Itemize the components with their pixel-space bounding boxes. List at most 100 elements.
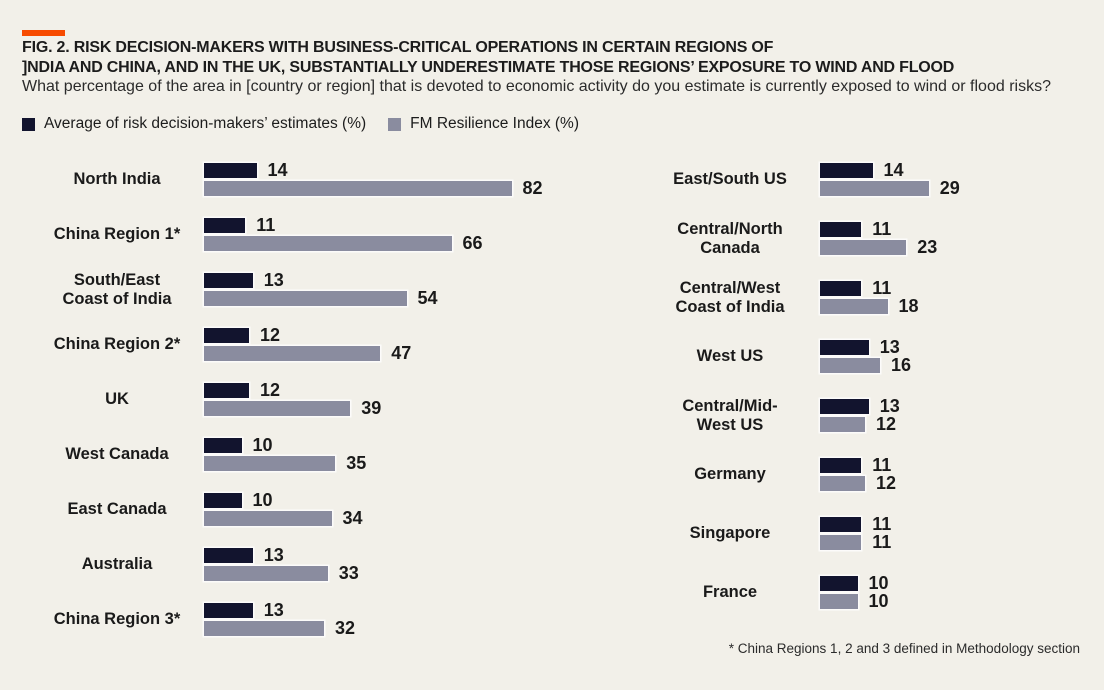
bar-line: 11 xyxy=(820,532,892,552)
legend-swatch-estimates xyxy=(22,117,35,131)
index-value: 34 xyxy=(342,508,363,528)
estimate-bar xyxy=(820,281,862,296)
bar-line: 11 xyxy=(820,514,892,534)
region-bars: 13 16 xyxy=(820,337,911,376)
chart-row: South/East Coast of India 13 54 xyxy=(0,270,1104,308)
estimate-bar xyxy=(204,493,242,508)
survey-question: What percentage of the area in [country … xyxy=(22,78,1051,95)
estimate-value: 13 xyxy=(263,600,284,620)
chart-row: Germany 11 12 xyxy=(0,455,1104,492)
figure-title-line1: FIG. 2. RISK DECISION-MAKERS WITH BUSINE… xyxy=(22,39,774,56)
estimate-value: 11 xyxy=(872,278,892,298)
estimate-value: 10 xyxy=(252,490,273,510)
region-label: China Region 1* xyxy=(53,225,181,243)
accent-bar xyxy=(22,30,65,36)
index-value: 35 xyxy=(346,453,367,473)
region-label: France xyxy=(702,583,758,601)
chart-row: West Canada 10 35 xyxy=(0,436,1104,474)
region-label: Australia xyxy=(81,555,153,573)
estimate-bar xyxy=(204,548,253,563)
estimate-value: 11 xyxy=(872,219,892,239)
bar-line: 13 xyxy=(204,546,359,564)
index-bar xyxy=(204,181,512,196)
bar-line: 14 xyxy=(820,160,960,180)
estimate-bar xyxy=(204,273,253,288)
chart-row: China Region 2* 12 47 xyxy=(0,326,1104,363)
bar-line: 34 xyxy=(204,508,363,528)
bar-line: 11 xyxy=(820,455,896,475)
bar-line: 16 xyxy=(820,356,911,374)
bar-line: 12 xyxy=(204,380,381,400)
bar-line: 10 xyxy=(204,490,363,510)
region-label: West Canada xyxy=(65,445,169,463)
bar-line: 23 xyxy=(820,238,937,256)
chart-row: East/South US 14 29 xyxy=(0,160,1104,199)
estimate-value: 11 xyxy=(872,455,892,475)
region-label: West US xyxy=(696,347,764,365)
index-bar xyxy=(820,535,862,550)
region-bars: 12 39 xyxy=(204,380,381,419)
region-label: South/East Coast of India xyxy=(62,270,172,308)
bar-line: 47 xyxy=(204,343,412,363)
estimate-value: 14 xyxy=(883,160,904,180)
region-bars: 10 35 xyxy=(204,436,367,474)
index-value: 47 xyxy=(391,343,412,363)
estimate-bar xyxy=(204,163,257,178)
index-value: 32 xyxy=(335,618,356,638)
region-bars: 11 23 xyxy=(820,219,937,258)
region-bars: 13 32 xyxy=(204,600,356,639)
bar-line: 10 xyxy=(820,574,889,592)
region-label: China Region 2* xyxy=(53,335,181,353)
region-bars: 14 82 xyxy=(204,160,543,199)
bar-line: 35 xyxy=(204,453,367,473)
estimate-value: 13 xyxy=(879,337,900,357)
region-bars: 11 66 xyxy=(204,216,483,254)
chart-row: France 10 10 xyxy=(0,574,1104,610)
estimate-value: 12 xyxy=(260,380,281,400)
figure-title: FIG. 2. RISK DECISION-MAKERS WITH BUSINE… xyxy=(22,38,954,77)
region-label: Central/North Canada xyxy=(677,219,783,257)
region-bars: 14 29 xyxy=(820,160,960,199)
region-label: North India xyxy=(73,170,161,188)
bar-line: 66 xyxy=(204,234,483,252)
chart-row: UK 12 39 xyxy=(0,380,1104,419)
index-bar xyxy=(204,236,452,251)
bar-line: 12 xyxy=(820,414,900,434)
bar-line: 82 xyxy=(204,178,543,198)
estimate-bar xyxy=(820,340,869,355)
index-value: 12 xyxy=(876,414,897,434)
bar-line: 11 xyxy=(820,219,937,239)
bar-line: 39 xyxy=(204,399,381,417)
index-value: 18 xyxy=(898,296,919,316)
chart-row: Central/Mid- West US 13 12 xyxy=(0,397,1104,435)
estimate-value: 14 xyxy=(267,160,288,180)
index-bar xyxy=(204,456,336,471)
bar-line: 12 xyxy=(204,326,411,344)
index-bar xyxy=(820,358,880,373)
bar-line: 13 xyxy=(204,600,355,620)
estimate-bar xyxy=(820,517,862,532)
estimate-value: 11 xyxy=(872,514,892,534)
bar-line: 33 xyxy=(204,564,359,582)
index-value: 82 xyxy=(522,178,543,198)
index-bar xyxy=(204,401,351,416)
region-bars: 13 33 xyxy=(204,546,359,584)
region-bars: 11 18 xyxy=(820,278,919,317)
figure-title-line2: ]NDIA AND CHINA, AND IN THE UK, SUBSTANT… xyxy=(22,58,955,76)
estimate-bar xyxy=(204,328,249,343)
bar-line: 13 xyxy=(820,337,911,357)
region-bars: 13 12 xyxy=(820,397,900,435)
bar-line: 11 xyxy=(820,278,919,298)
index-bar xyxy=(204,621,324,636)
estimate-bar xyxy=(820,399,869,414)
bar-line: 14 xyxy=(204,160,543,180)
estimate-bar xyxy=(204,383,249,398)
index-bar xyxy=(820,181,929,196)
region-label: Germany xyxy=(694,465,766,483)
index-bar xyxy=(820,476,865,491)
legend-label-estimates: Average of risk decision-makers’ estimat… xyxy=(44,115,367,132)
estimate-bar xyxy=(820,163,873,178)
index-value: 11 xyxy=(872,532,892,552)
chart-row: Central/North Canada 11 23 xyxy=(0,219,1104,258)
